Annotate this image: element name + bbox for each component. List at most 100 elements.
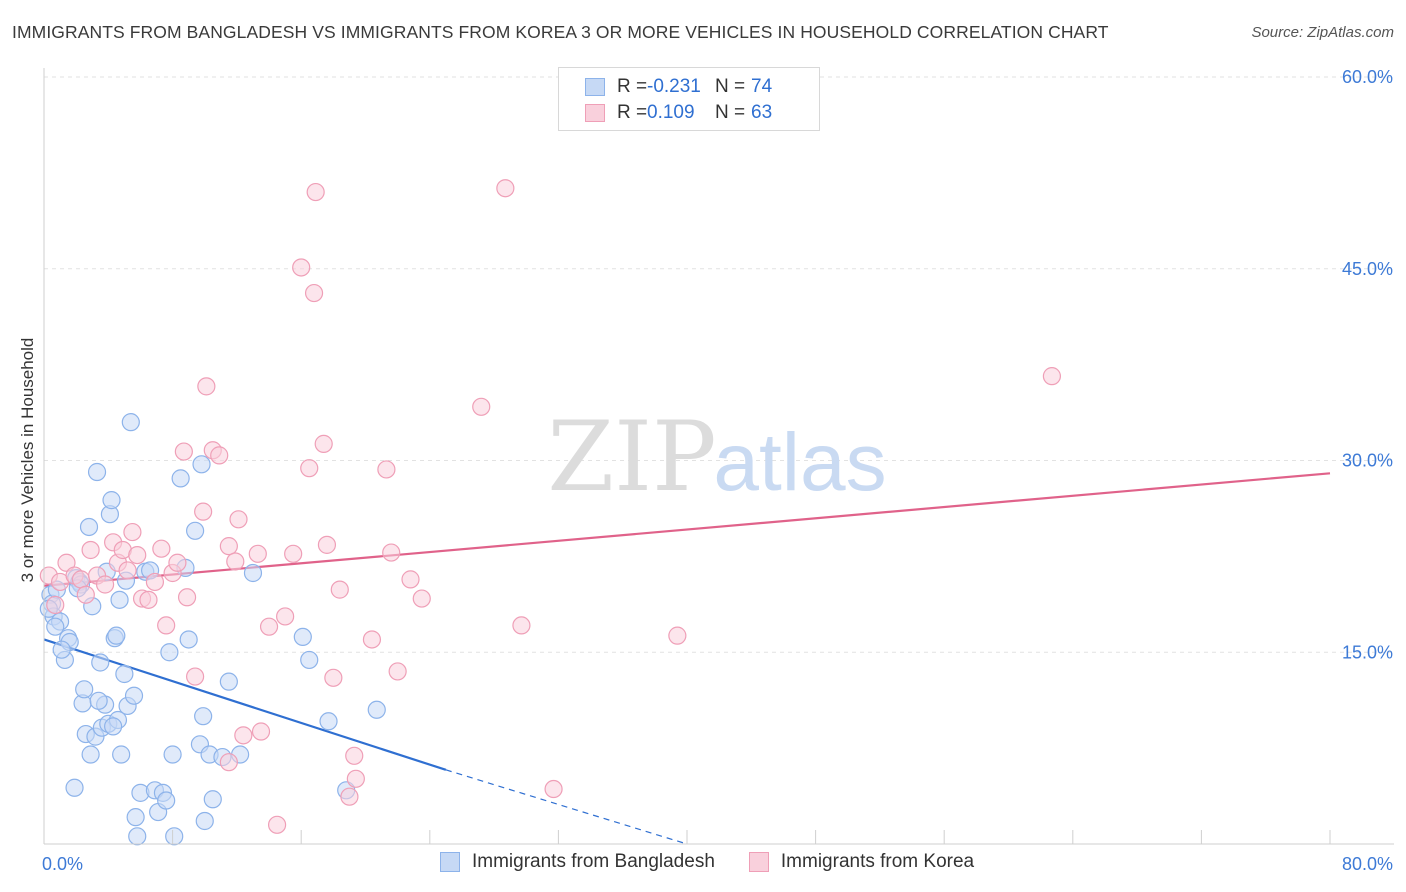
point-korea (317, 535, 337, 554)
point-korea (95, 575, 115, 594)
r-value: -0.231 (647, 76, 701, 97)
series-korea (39, 179, 1062, 834)
point-korea (157, 616, 176, 635)
legend-label-korea: Immigrants from Korea (780, 851, 975, 872)
point-bangladesh (293, 627, 312, 647)
point-korea (401, 570, 420, 589)
legend-swatch-korea (748, 852, 769, 872)
point-bangladesh (300, 650, 319, 670)
point-korea (300, 459, 319, 478)
point-korea (412, 589, 431, 608)
point-korea (377, 460, 396, 479)
point-korea (496, 179, 515, 198)
point-bangladesh (163, 745, 182, 764)
point-korea (544, 779, 563, 799)
point-bangladesh (243, 563, 263, 583)
point-korea (512, 616, 531, 635)
point-bangladesh (110, 590, 129, 609)
point-bangladesh (112, 745, 131, 764)
point-korea (330, 580, 349, 599)
point-korea (248, 544, 267, 563)
chart-title: IMMIGRANTS FROM BANGLADESH VS IMMIGRANTS… (12, 22, 1109, 42)
point-korea (276, 607, 295, 626)
legend-item-bangladesh[interactable]: Immigrants from Bangladesh (440, 851, 715, 873)
point-bangladesh (192, 455, 211, 474)
n-label: N = (715, 76, 746, 97)
point-korea (219, 753, 238, 772)
point-korea (267, 815, 287, 834)
point-korea (128, 545, 147, 565)
point-korea (177, 588, 197, 607)
series-legend: Immigrants from Bangladesh Immigrants fr… (440, 851, 1008, 873)
point-korea (152, 539, 171, 558)
legend-row-bangladesh: R = -0.231 N = 74 (585, 75, 772, 99)
axes (43, 68, 1394, 845)
point-bangladesh (52, 640, 71, 659)
point-bangladesh (46, 617, 65, 636)
point-korea (362, 630, 382, 649)
y-tick-label: 60.0% (1342, 67, 1393, 87)
series-bangladesh (39, 413, 386, 846)
point-bangladesh (219, 672, 238, 691)
x-tick-label-min: 0.0% (42, 854, 83, 874)
y-tick-label: 30.0% (1342, 451, 1393, 471)
r-label: R = (617, 76, 648, 97)
legend-swatch-korea (585, 104, 605, 122)
n-value: 63 (751, 102, 773, 123)
point-korea (168, 553, 187, 572)
point-bangladesh (107, 626, 126, 645)
point-bangladesh (203, 790, 222, 809)
point-bangladesh (75, 680, 94, 699)
point-korea (1042, 367, 1062, 386)
point-bangladesh (195, 811, 214, 831)
point-korea (186, 667, 205, 686)
point-korea (472, 397, 491, 416)
n-value: 74 (751, 76, 773, 97)
point-bangladesh (121, 413, 140, 432)
point-bangladesh (171, 469, 190, 488)
point-bangladesh (89, 691, 108, 710)
point-bangladesh (367, 700, 386, 719)
chart-source: Source: ZipAtlas.com (1251, 24, 1394, 41)
point-korea (123, 522, 142, 542)
point-korea (145, 572, 165, 592)
point-bangladesh (65, 778, 84, 797)
trend-line-bangladesh (43, 638, 447, 771)
point-korea (229, 510, 248, 529)
legend-swatch-bangladesh (585, 78, 605, 96)
grid-lines (44, 76, 1394, 653)
point-korea (81, 540, 100, 560)
tick-labels: 15.0% 30.0% 45.0% 60.0% 0.0% 80.0% (42, 67, 1393, 874)
point-korea (210, 446, 229, 465)
point-korea (382, 543, 401, 562)
point-bangladesh (179, 630, 198, 649)
point-korea (219, 537, 238, 556)
point-korea (71, 570, 91, 589)
point-bangladesh (194, 707, 213, 726)
point-bangladesh (186, 521, 205, 540)
point-korea (340, 787, 359, 806)
legend-item-korea[interactable]: Immigrants from Korea (748, 851, 975, 873)
point-korea (292, 258, 311, 277)
point-bangladesh (87, 462, 107, 482)
legend-swatch-bangladesh (440, 852, 460, 872)
stats-legend: R = -0.231 N = 74 R = 0.109 N = 63 (558, 67, 820, 131)
point-korea (346, 769, 365, 788)
point-korea (388, 662, 407, 681)
trend-lines (43, 472, 1331, 845)
trend-line-bangladesh-extension (445, 769, 688, 845)
legend-label-bangladesh: Immigrants from Bangladesh (472, 851, 715, 872)
point-bangladesh (104, 717, 123, 736)
y-tick-label: 45.0% (1342, 259, 1393, 279)
point-korea (324, 668, 343, 687)
x-tick-label-max: 80.0% (1342, 854, 1393, 874)
point-korea (194, 502, 213, 521)
point-korea (197, 377, 216, 396)
r-value: 0.109 (647, 102, 695, 123)
point-korea (76, 585, 95, 604)
point-bangladesh (126, 808, 145, 827)
point-bangladesh (124, 686, 144, 705)
point-bangladesh (91, 653, 110, 672)
